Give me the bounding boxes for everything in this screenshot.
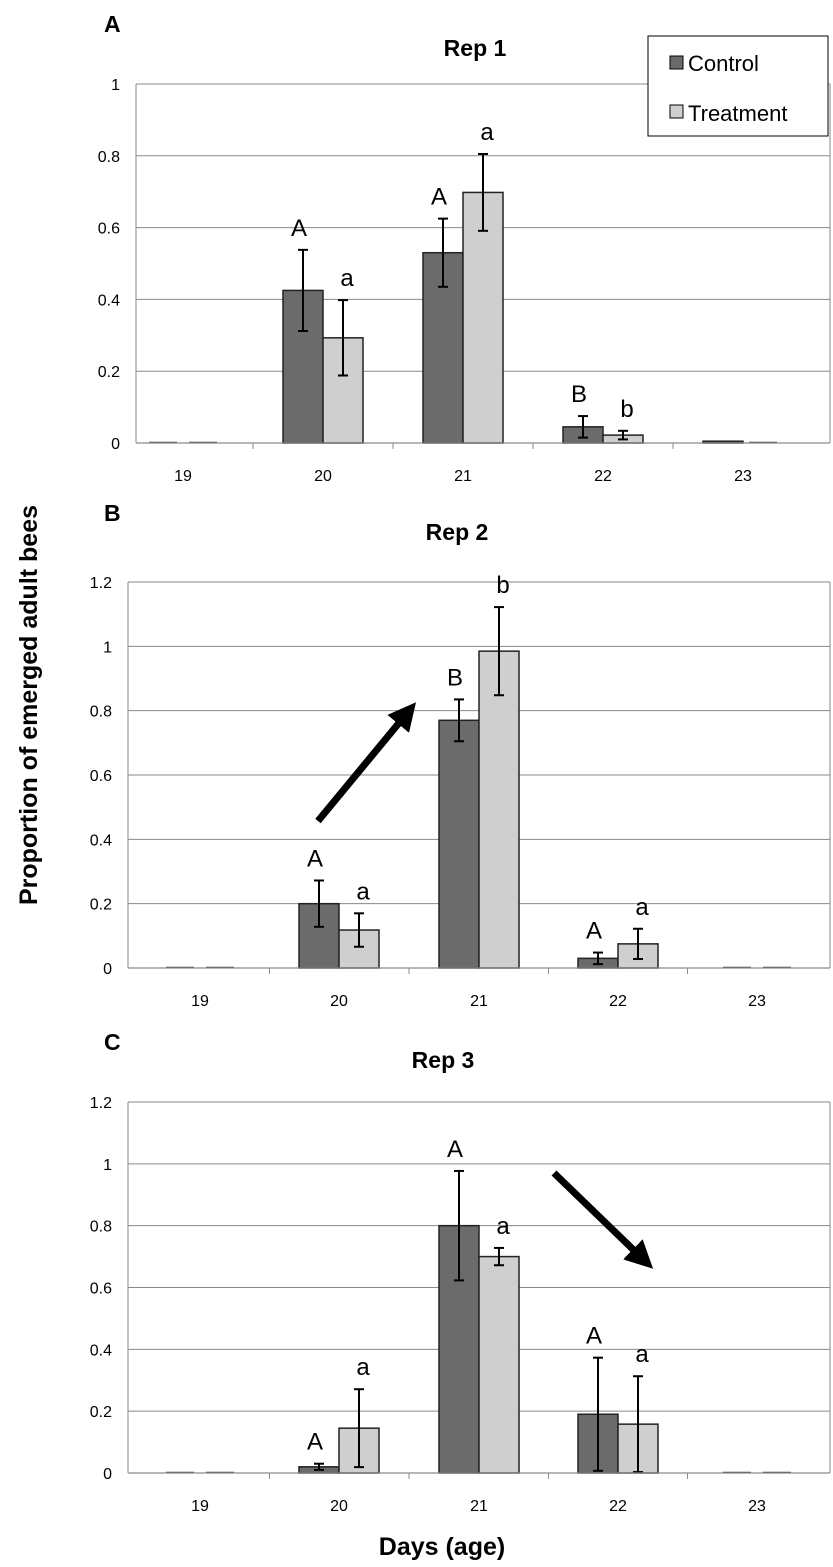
panel-rep-2: B Rep 2 0 0.2 0.4 0.6 0.8 1 1.2 19 Aa 20 Bb 21 Aa 22 2… [90, 500, 831, 1010]
significance-letter: a [356, 1354, 370, 1381]
significance-letter: A [291, 215, 307, 242]
chart-title-rep-1: Rep 1 [444, 35, 507, 61]
plot-area-rep-2: 0 0.2 0.4 0.6 0.8 1 1.2 19 Aa 20 Bb 21 Aa 22 23 [90, 572, 831, 1010]
x-tick-label: 19 [191, 1498, 209, 1515]
chart-title-rep-2: Rep 2 [426, 519, 489, 545]
x-tick-label: 20 [330, 1498, 348, 1515]
bar-treatment-21 [478, 650, 520, 969]
significance-letter: B [571, 381, 587, 408]
significance-letter: a [480, 119, 494, 146]
y-tick-label: 1.2 [90, 1095, 112, 1112]
x-tick-label: 22 [609, 1498, 627, 1515]
y-tick-label: 1 [103, 639, 112, 656]
significance-letter: A [447, 1136, 463, 1163]
panel-rep-1: A Rep 1 0 0.2 0.4 0.6 0.8 1 19 Aa 20 Aa 21 Bb 22 23 C… [98, 11, 831, 485]
y-tick-label: 0.4 [98, 292, 120, 309]
significance-letter: A [586, 1323, 602, 1350]
significance-letter: a [356, 878, 370, 905]
trend-arrow-down [551, 1170, 654, 1269]
legend: Control Treatment [647, 35, 829, 137]
trend-arrow-up [315, 702, 417, 824]
y-tick-label: 1.2 [90, 575, 112, 592]
plot-area-rep-3: 0 0.2 0.4 0.6 0.8 1 1.2 19 Aa 20 Aa 21 Aa 22 23 [90, 1095, 831, 1515]
y-tick-label: 0.4 [90, 832, 112, 849]
significance-letter: b [620, 396, 633, 423]
y-tick-label: 0.2 [90, 897, 112, 914]
x-tick-label: 23 [748, 1498, 766, 1515]
y-tick-label: 0 [103, 961, 112, 978]
x-tick-label: 20 [314, 468, 332, 485]
significance-letter: b [496, 572, 509, 599]
y-tick-label: 0.6 [98, 221, 120, 238]
bar-treatment-21 [478, 1255, 520, 1474]
y-tick-label: 0.8 [98, 149, 120, 166]
panel-label-a: A [104, 11, 121, 37]
y-tick-label: 0.6 [90, 1281, 112, 1298]
significance-letter: B [447, 664, 463, 691]
x-tick-label: 21 [454, 468, 472, 485]
chart-title-rep-3: Rep 3 [412, 1047, 475, 1073]
bar-treatment-21 [462, 191, 504, 444]
legend-box [647, 35, 829, 137]
legend-swatch-control [669, 55, 684, 70]
significance-letter: A [307, 1429, 323, 1456]
x-axis-label: Days (age) [379, 1533, 505, 1561]
y-tick-label: 1 [111, 77, 120, 94]
y-tick-label: 0 [103, 1466, 112, 1483]
legend-label-control: Control [688, 51, 759, 76]
significance-letter: A [586, 918, 602, 945]
significance-letter: a [635, 894, 649, 921]
y-tick-label: 0.2 [90, 1404, 112, 1421]
x-tick-label: 21 [470, 993, 488, 1010]
x-tick-label: 20 [330, 993, 348, 1010]
x-tick-label: 19 [174, 468, 192, 485]
x-tick-label: 22 [594, 468, 612, 485]
significance-letter: a [340, 265, 354, 292]
x-tick-label: 22 [609, 993, 627, 1010]
significance-letter: A [307, 846, 323, 873]
y-axis-label: Proportion of emerged adult bees [15, 505, 43, 905]
plot-area-rep-1: 0 0.2 0.4 0.6 0.8 1 19 Aa 20 Aa 21 Bb 22 23 [98, 77, 831, 485]
y-tick-label: 0.6 [90, 768, 112, 785]
x-tick-label: 21 [470, 1498, 488, 1515]
y-tick-label: 0.4 [90, 1342, 112, 1359]
panel-label-c: C [104, 1029, 121, 1055]
x-tick-label: 19 [191, 993, 209, 1010]
significance-letter: a [635, 1341, 649, 1368]
bar-control-21 [438, 719, 480, 969]
significance-letter: a [496, 1213, 510, 1240]
significance-letter: A [431, 184, 447, 211]
panel-label-b: B [104, 500, 121, 526]
legend-swatch-treatment [669, 104, 684, 119]
panel-rep-3: C Rep 3 0 0.2 0.4 0.6 0.8 1 1.2 19 Aa 20 Aa 21 Aa 22 2… [90, 1029, 831, 1515]
y-tick-label: 1 [103, 1157, 112, 1174]
x-tick-label: 23 [748, 993, 766, 1010]
y-tick-label: 0.8 [90, 704, 112, 721]
y-tick-label: 0.2 [98, 364, 120, 381]
x-tick-label: 23 [734, 468, 752, 485]
y-tick-label: 0.8 [90, 1219, 112, 1236]
y-tick-label: 0 [111, 436, 120, 453]
legend-label-treatment: Treatment [688, 101, 787, 126]
